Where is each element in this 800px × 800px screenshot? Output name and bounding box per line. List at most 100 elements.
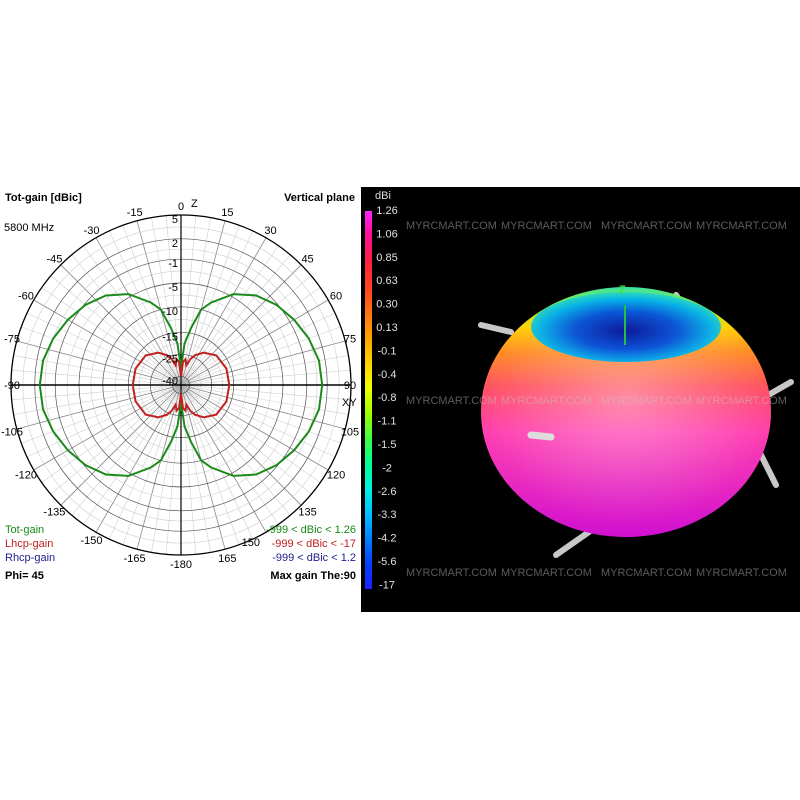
angle-tick-label: 0 [178, 201, 184, 213]
grid-spoke [83, 384, 182, 525]
grid-spoke [60, 384, 182, 506]
grid-spoke [21, 326, 182, 386]
grid-spoke [136, 384, 182, 550]
grid-spoke [180, 384, 341, 444]
grid-spoke [180, 384, 197, 555]
colorbar-tick-label: 0.30 [376, 299, 397, 311]
watermark-text: MYRCMART.COM [696, 395, 787, 407]
grid-spoke [180, 312, 336, 386]
colorbar-tick-label: -0.4 [378, 369, 397, 381]
grid-spoke [151, 217, 182, 386]
colorbar-tick-label: -2 [382, 462, 392, 474]
watermark-text: MYRCMART.COM [406, 220, 497, 232]
angle-tick-label: 105 [341, 426, 359, 438]
series-lhcp-gain [131, 351, 231, 419]
angle-tick-label: 75 [344, 334, 356, 346]
watermark-text: MYRCMART.COM [601, 395, 692, 407]
angle-tick-label: -120 [15, 470, 37, 482]
grid-spoke [95, 384, 182, 533]
grid-spoke [180, 340, 346, 386]
colorbar-tick-label: 0.63 [376, 275, 397, 287]
colorbar-tick-label: -2.6 [378, 486, 397, 498]
grid-spoke [13, 355, 182, 386]
grid-spoke [26, 384, 182, 458]
angle-tick-label: -15 [127, 207, 143, 219]
grid-spoke [180, 275, 312, 386]
series-tot-gain [38, 293, 324, 477]
grid-spoke [180, 384, 302, 506]
rod [478, 322, 514, 335]
watermark-text: MYRCMART.COM [501, 220, 592, 232]
legend-lhcp-gain: Lhcp-gain [5, 538, 53, 550]
grid-spoke [151, 384, 182, 553]
angle-tick-label: -30 [84, 225, 100, 237]
colorbar-tick-label: -4.2 [378, 533, 397, 545]
grid-spoke [180, 384, 349, 415]
angle-tick-label: -105 [1, 426, 23, 438]
colorbar [365, 211, 372, 589]
grid-spoke [16, 340, 182, 386]
grid-spoke [83, 245, 182, 386]
grid-spoke [11, 384, 182, 401]
grid-spoke [180, 384, 346, 430]
grid-spoke [180, 384, 226, 550]
xy-axis-label: XY [342, 397, 357, 409]
colorbar-tick-label: -1.1 [378, 416, 397, 428]
grid-spoke [180, 215, 197, 386]
grid-spoke [180, 220, 226, 386]
radial-tick-label: -40 [162, 376, 178, 388]
phi-label: Phi= 45 [5, 570, 44, 582]
frequency-label: 5800 MHz [4, 222, 54, 234]
grid-spoke [180, 287, 321, 386]
grid-spoke [180, 254, 291, 386]
grid-spoke [180, 355, 349, 386]
angle-tick-label: -135 [43, 507, 65, 519]
grid-spoke [71, 254, 182, 386]
grid-spoke [108, 230, 182, 386]
colorbar-tick-label: 1.06 [376, 228, 397, 240]
grid-spoke [136, 220, 182, 386]
angle-tick-label: 150 [242, 537, 260, 549]
grid-spoke [180, 299, 329, 386]
watermark-text: MYRCMART.COM [696, 220, 787, 232]
grid-spoke [180, 384, 211, 553]
angle-tick-label: -165 [124, 553, 146, 565]
grid-spoke [21, 384, 182, 444]
polar-curves [38, 293, 324, 477]
watermark-text: MYRCMART.COM [696, 567, 787, 579]
polar-grid [10, 214, 352, 556]
colorbar-tick-label: 0.13 [376, 322, 397, 334]
grid-spoke [180, 384, 279, 525]
3d-radiation-pattern: dBi 1.26 1.06 0.85 0.63 0.30 0.13 -0.1 -0.4 -0.8… [361, 187, 800, 612]
grid-spoke [180, 384, 254, 540]
angle-tick-label: -90 [4, 380, 20, 392]
plot-title: Tot-gain [dBic] [5, 192, 82, 204]
angle-tick-label: 120 [327, 470, 345, 482]
grid-spoke [26, 312, 182, 386]
colorbar-tick-label: -0.8 [378, 392, 397, 404]
grid-spoke [180, 384, 321, 483]
grid-spoke [95, 237, 182, 386]
polar-plot: 5 2 -1 -5 -10 -15 -25 -40 0 15 30 45 60 75 90 105 120 135… [1, 192, 359, 582]
grid-spoke [180, 384, 267, 533]
colorbar-tick-label: 1.26 [376, 205, 397, 217]
watermark-text: MYRCMART.COM [601, 220, 692, 232]
angle-tick-label: 135 [298, 507, 316, 519]
colorbar-tick-label: -3.3 [378, 509, 397, 521]
angle-tick-label: 165 [218, 553, 236, 565]
polar-labels: 5 2 -1 -5 -10 -15 -25 -40 0 15 30 45 60 75 90 105 120 135… [1, 201, 359, 571]
rod [758, 452, 779, 488]
colorbar-tick-label: -5.6 [378, 556, 397, 568]
legend-rhcp-range: -999 < dBic < 1.2 [272, 552, 356, 564]
colorbar-ticks: 1.26 1.06 0.85 0.63 0.30 0.13 -0.1 -0.4 -0.8 -1.1… [376, 205, 397, 591]
radial-tick-label: -25 [162, 353, 178, 365]
angle-tick-label: -180 [170, 559, 192, 571]
colorbar-unit: dBi [375, 190, 391, 202]
legend-tot-range: -999 < dBic < 1.26 [266, 524, 356, 536]
plane-label: Vertical plane [284, 192, 355, 204]
grid-spoke [180, 237, 267, 386]
rod [527, 431, 555, 441]
grid-spoke [13, 384, 182, 415]
grid-spoke [180, 230, 254, 386]
grid-spoke [50, 384, 182, 495]
